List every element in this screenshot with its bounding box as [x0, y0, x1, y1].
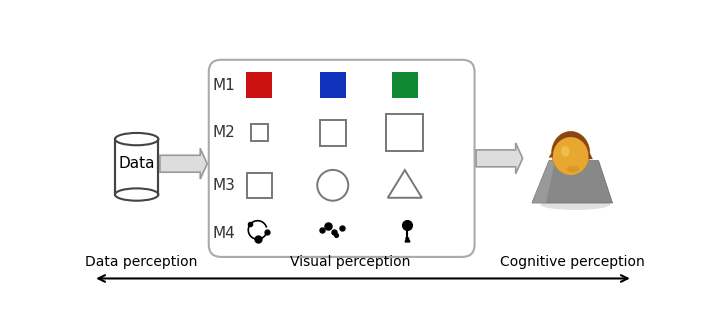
Bar: [250, 124, 268, 141]
Text: Visual perception: Visual perception: [290, 255, 411, 269]
Text: M3: M3: [213, 178, 235, 193]
Bar: [386, 114, 423, 151]
Polygon shape: [562, 159, 579, 170]
FancyBboxPatch shape: [208, 60, 474, 257]
Ellipse shape: [115, 188, 158, 201]
Text: Data: Data: [118, 156, 155, 171]
Circle shape: [317, 170, 348, 201]
Ellipse shape: [540, 199, 610, 210]
Bar: [320, 120, 346, 146]
Polygon shape: [405, 238, 410, 242]
Ellipse shape: [553, 137, 588, 175]
Bar: [246, 72, 272, 98]
Ellipse shape: [115, 133, 158, 145]
Ellipse shape: [561, 146, 569, 157]
Bar: [247, 173, 272, 198]
Text: M4: M4: [213, 226, 235, 240]
Polygon shape: [532, 161, 555, 203]
Bar: [320, 72, 346, 98]
Text: Data perception: Data perception: [85, 255, 198, 269]
Polygon shape: [532, 161, 613, 203]
Bar: [391, 72, 418, 98]
Text: M2: M2: [213, 125, 235, 140]
Ellipse shape: [552, 131, 590, 175]
Polygon shape: [160, 148, 207, 179]
Text: Cognitive perception: Cognitive perception: [500, 255, 644, 269]
Polygon shape: [115, 139, 158, 195]
Text: M1: M1: [213, 78, 235, 93]
Polygon shape: [388, 170, 422, 198]
Polygon shape: [549, 131, 593, 160]
Ellipse shape: [566, 166, 579, 172]
Ellipse shape: [559, 142, 570, 155]
Polygon shape: [476, 143, 523, 174]
